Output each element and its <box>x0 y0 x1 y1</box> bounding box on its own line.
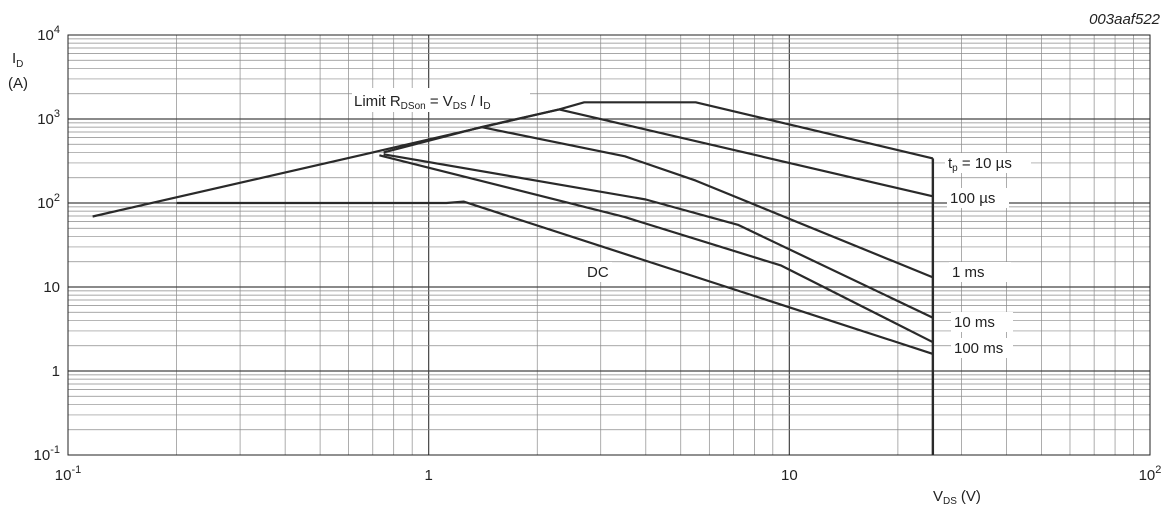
limit-label-c: = V <box>426 93 453 110</box>
label-1ms: 1 ms <box>952 264 985 281</box>
y-tick-label: 1 <box>52 363 60 380</box>
limit-label-e: / I <box>467 93 484 110</box>
label-100us: 100 µs <box>950 190 995 207</box>
x-axis-label: VDS (V) <box>933 488 981 507</box>
limit-label-b: DSon <box>401 101 426 112</box>
grid <box>68 35 1150 455</box>
label-100ms-bg <box>951 338 1013 358</box>
label-10ms-bg <box>951 312 1013 332</box>
label-dc: DC <box>587 264 609 281</box>
label-100ms: 100 ms <box>954 340 1003 357</box>
limit-rdson-line <box>92 151 374 218</box>
100us-curve <box>481 108 934 198</box>
y-axis-unit: (A) <box>8 75 28 92</box>
1ms-curve <box>383 125 934 279</box>
y-tick-label: 102 <box>37 192 60 212</box>
figure-id: 003aaf522 <box>1089 11 1161 28</box>
x-tick-label: 10-1 <box>55 464 81 484</box>
y-label-sub: D <box>16 59 23 70</box>
label-tp-10us-bg <box>945 153 1031 173</box>
x-label-main: V <box>933 488 943 505</box>
10ms-curve <box>383 153 934 319</box>
limit-label-a: Limit R <box>354 93 401 110</box>
label-tp-10us: tp = 10 µs <box>948 155 1012 174</box>
100ms-curve <box>379 154 934 344</box>
y-tick-label: 104 <box>37 24 60 44</box>
limit-rdson-label: Limit RDSon = VDS / ID <box>354 93 491 112</box>
y-label-main: I <box>12 50 16 67</box>
label-dc-bg <box>584 262 612 282</box>
x-label-sub: DS <box>943 496 957 507</box>
x-tick-label: 102 <box>1139 464 1162 484</box>
plot-frame <box>67 34 1151 456</box>
limit-label-bg <box>352 88 530 112</box>
dc-curve <box>176 200 934 355</box>
tick-labels: 10-1 1 10 102 10-1 1 10 102 103 104 <box>34 24 1162 484</box>
annotations: tp = 10 µs 100 µs 1 ms 10 ms 100 ms DC <box>584 153 1031 358</box>
x-tick-label: 1 <box>424 467 432 484</box>
label-1ms-bg <box>949 262 1011 282</box>
label-10ms: 10 ms <box>954 314 995 331</box>
x-label-unit: (V) <box>961 488 981 505</box>
curves <box>92 101 935 455</box>
label-100us-bg <box>947 188 1009 208</box>
y-tick-label: 10-1 <box>34 444 60 464</box>
y-tick-label: 103 <box>37 108 60 128</box>
limit-label-f: D <box>483 101 490 112</box>
limit-label-d: DS <box>453 101 467 112</box>
y-tick-label: 10 <box>43 279 60 296</box>
y-axis-label: ID <box>12 50 23 70</box>
x-tick-label: 10 <box>781 467 798 484</box>
